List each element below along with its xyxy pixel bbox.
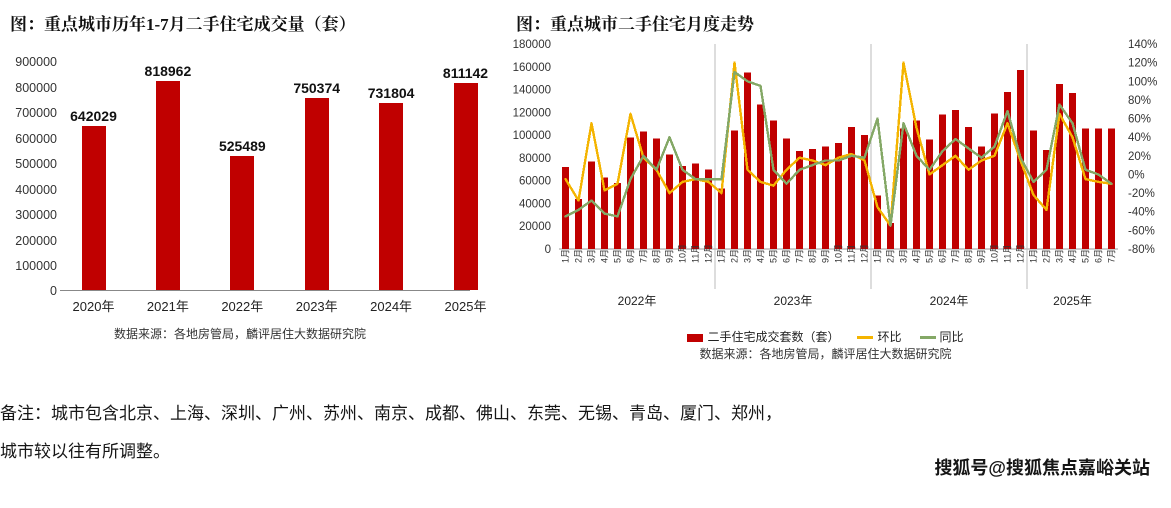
- svg-text:-60%: -60%: [1128, 225, 1155, 237]
- svg-text:2月: 2月: [574, 249, 584, 263]
- svg-text:12月: 12月: [1016, 244, 1026, 263]
- svg-text:4月: 4月: [1068, 249, 1078, 263]
- svg-text:0%: 0%: [1128, 169, 1145, 181]
- svg-text:100000: 100000: [513, 130, 551, 142]
- svg-text:20000: 20000: [519, 221, 551, 233]
- svg-text:1月: 1月: [1029, 249, 1039, 263]
- svg-text:8月: 8月: [964, 249, 974, 263]
- svg-text:5月: 5月: [769, 249, 779, 263]
- svg-text:1月: 1月: [561, 249, 571, 263]
- svg-text:1月: 1月: [873, 249, 883, 263]
- svg-text:20%: 20%: [1128, 151, 1151, 163]
- svg-text:60000: 60000: [519, 176, 551, 188]
- svg-text:-40%: -40%: [1128, 207, 1155, 219]
- svg-text:10月: 10月: [678, 244, 688, 263]
- svg-text:5月: 5月: [1081, 249, 1091, 263]
- svg-text:4月: 4月: [756, 249, 766, 263]
- svg-text:80%: 80%: [1128, 95, 1151, 107]
- svg-text:7月: 7月: [795, 249, 805, 263]
- svg-text:9月: 9月: [665, 249, 675, 263]
- svg-text:11月: 11月: [847, 245, 857, 263]
- svg-text:12月: 12月: [860, 244, 870, 263]
- svg-text:9月: 9月: [977, 249, 987, 263]
- svg-text:2023年: 2023年: [774, 294, 813, 308]
- svg-text:40000: 40000: [519, 198, 551, 210]
- svg-text:9月: 9月: [821, 249, 831, 263]
- svg-text:1月: 1月: [717, 249, 727, 263]
- svg-text:-20%: -20%: [1128, 188, 1155, 200]
- svg-text:11月: 11月: [691, 245, 701, 263]
- svg-text:7月: 7月: [1107, 249, 1117, 263]
- svg-text:40%: 40%: [1128, 132, 1151, 144]
- svg-text:2022年: 2022年: [618, 294, 657, 308]
- svg-text:4月: 4月: [600, 249, 610, 263]
- svg-text:7月: 7月: [639, 249, 649, 263]
- svg-text:2月: 2月: [886, 249, 896, 263]
- svg-text:7月: 7月: [951, 249, 961, 263]
- svg-text:2月: 2月: [1042, 249, 1052, 263]
- svg-text:6月: 6月: [1094, 249, 1104, 263]
- svg-text:6月: 6月: [938, 249, 948, 263]
- svg-text:160000: 160000: [513, 62, 551, 74]
- svg-text:80000: 80000: [519, 153, 551, 165]
- svg-text:0: 0: [545, 244, 551, 256]
- svg-text:2025年: 2025年: [1053, 294, 1092, 308]
- svg-text:8月: 8月: [652, 249, 662, 263]
- svg-text:8月: 8月: [808, 249, 818, 263]
- svg-text:-80%: -80%: [1128, 244, 1155, 256]
- svg-text:100%: 100%: [1128, 76, 1157, 88]
- svg-text:180000: 180000: [513, 39, 551, 51]
- svg-text:2月: 2月: [730, 249, 740, 263]
- svg-text:3月: 3月: [1055, 249, 1065, 263]
- svg-text:5月: 5月: [613, 249, 623, 263]
- svg-text:4月: 4月: [912, 249, 922, 263]
- svg-text:60%: 60%: [1128, 114, 1151, 126]
- svg-text:3月: 3月: [899, 249, 909, 263]
- svg-text:3月: 3月: [587, 249, 597, 263]
- svg-text:120000: 120000: [513, 107, 551, 119]
- svg-text:11月: 11月: [1003, 245, 1013, 263]
- svg-text:10月: 10月: [834, 244, 844, 263]
- svg-text:140%: 140%: [1128, 39, 1157, 51]
- svg-text:120%: 120%: [1128, 58, 1157, 70]
- svg-text:10月: 10月: [990, 244, 1000, 263]
- svg-text:140000: 140000: [513, 85, 551, 97]
- svg-text:6月: 6月: [626, 249, 636, 263]
- svg-text:5月: 5月: [925, 249, 935, 263]
- svg-text:2024年: 2024年: [930, 294, 969, 308]
- svg-text:6月: 6月: [782, 249, 792, 263]
- svg-text:12月: 12月: [704, 244, 714, 263]
- svg-text:3月: 3月: [743, 249, 753, 263]
